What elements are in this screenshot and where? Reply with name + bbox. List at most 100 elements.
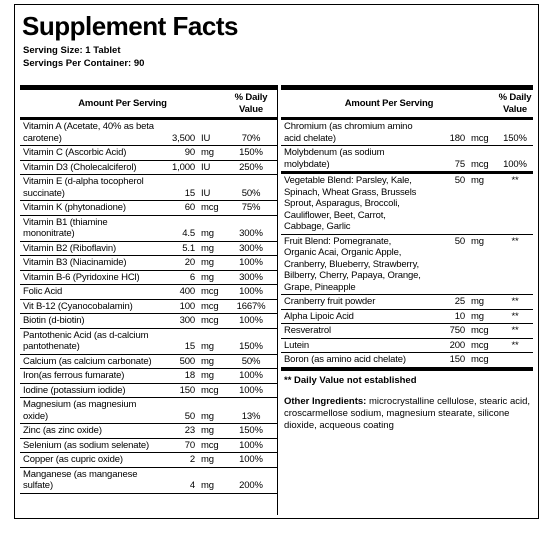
amount: 50 <box>161 397 195 424</box>
daily-value: 100% <box>225 284 277 300</box>
column-header: Amount Per Serving <box>20 85 225 120</box>
amount: 4 <box>161 467 195 494</box>
title: Supplement Facts <box>22 11 238 41</box>
unit: mg <box>465 234 497 295</box>
nutrient-name: Vitamin A (Acetate, 40% as beta carotene… <box>20 118 161 146</box>
daily-value: 100% <box>225 255 277 271</box>
nutrient-name: Vitamin C (Ascorbic Acid) <box>20 145 161 161</box>
unit: IU <box>195 118 225 146</box>
unit: mcg <box>465 352 497 368</box>
unit: mg <box>195 423 225 439</box>
amount: 70 <box>161 438 195 453</box>
unit: mg <box>195 215 225 242</box>
daily-value: 150% <box>497 118 533 146</box>
unit: mcg <box>195 313 225 329</box>
nutrient-row: Calcium (as calcium carbonate) 500 mg 50% <box>20 354 277 369</box>
nutrient-name: Vitamin B1 (thiamine mononitrate) <box>20 215 161 242</box>
amount: 90 <box>161 145 195 161</box>
nutrient-row: Resveratrol 750 mcg ** <box>281 323 533 339</box>
header-row: Amount Per Serving % Daily Value <box>281 85 533 120</box>
nutrient-row: Chromium (as chromium amino acid chelate… <box>281 118 533 146</box>
left-panel: Amount Per Serving % Daily Value Vitamin… <box>20 85 278 515</box>
nutrient-row: Zinc (as zinc oxide) 23 mg 150% <box>20 423 277 439</box>
nutrient-name: Pantothenic Acid (as d-calcium pantothen… <box>20 328 161 355</box>
unit: mcg <box>195 299 225 314</box>
other-label: Other Ingredients: <box>284 395 367 407</box>
amount: 1,000 <box>161 160 195 175</box>
daily-value: 150% <box>225 423 277 439</box>
unit: mg <box>195 368 225 384</box>
nutrient-row: Copper (as cupric oxide) 2 mg 100% <box>20 452 277 468</box>
daily-value <box>497 352 533 368</box>
unit: mg <box>195 255 225 271</box>
unit: mcg <box>465 118 497 146</box>
nutrient-row: Vitamin E (d-alpha tocopherol succinate)… <box>20 174 277 201</box>
serving-size: Serving Size: 1 Tablet <box>23 45 121 56</box>
daily-value: ** <box>497 171 533 235</box>
nutrient-name: Resveratrol <box>281 323 427 339</box>
unit: mcg <box>465 323 497 339</box>
unit: mg <box>195 467 225 494</box>
servings-per-container: Servings Per Container: 90 <box>23 58 145 69</box>
amount: 15 <box>161 174 195 201</box>
daily-value: 100% <box>225 368 277 384</box>
daily-value: ** <box>497 234 533 295</box>
daily-value: ** <box>497 309 533 324</box>
nutrient-row: Vitamin B2 (Riboflavin) 5.1 mg 300% <box>20 241 277 256</box>
daily-value: ** <box>497 323 533 339</box>
unit: mg <box>195 270 225 285</box>
amount: 18 <box>161 368 195 384</box>
other-ingredients: Other Ingredients: microcrystalline cell… <box>284 396 530 432</box>
daily-value: 50% <box>225 354 277 369</box>
amount: 180 <box>427 118 465 146</box>
nutrient-name: Magnesium (as magnesium oxide) <box>20 397 161 424</box>
amount: 15 <box>161 328 195 355</box>
right-panel: Amount Per Serving % Daily Value Chromiu… <box>281 85 533 436</box>
amount: 50 <box>427 171 465 235</box>
amount: 750 <box>427 323 465 339</box>
nutrient-name: Cranberry fruit powder <box>281 294 427 310</box>
unit: mg <box>195 397 225 424</box>
nutrient-name: Iodine (potassium iodide) <box>20 383 161 398</box>
nutrient-row: Vitamin B3 (Niacinamide) 20 mg 100% <box>20 255 277 271</box>
nutrient-name: Iron(as ferrous fumarate) <box>20 368 161 384</box>
rows: Vitamin A (Acetate, 40% as beta carotene… <box>20 118 277 494</box>
nutrient-row: Vitamin C (Ascorbic Acid) 90 mg 150% <box>20 145 277 161</box>
daily-value: 70% <box>225 118 277 146</box>
nutrient-row: Manganese (as manganese sulfate) 4 mg 200% <box>20 467 277 494</box>
amount: 300 <box>161 313 195 329</box>
unit: mg <box>195 452 225 468</box>
amount: 5.1 <box>161 241 195 256</box>
nutrient-name: Vitamin E (d-alpha tocopherol succinate) <box>20 174 161 201</box>
unit: mcg <box>195 383 225 398</box>
unit: mcg <box>465 338 497 353</box>
nutrient-name: Boron (as amino acid chelate) <box>281 352 427 368</box>
nutrient-name: Vegetable Blend: Parsley, Kale, Spinach,… <box>281 171 427 235</box>
column-header: % Daily Value <box>497 85 533 120</box>
daily-value: ** <box>497 294 533 310</box>
daily-value: 1667% <box>225 299 277 314</box>
nutrient-name: Vitamin B-6 (Pyridoxine HCl) <box>20 270 161 285</box>
nutrient-row: Pantothenic Acid (as d-calcium pantothen… <box>20 328 277 355</box>
amount: 25 <box>427 294 465 310</box>
unit: mg <box>465 309 497 324</box>
unit: mcg <box>195 438 225 453</box>
nutrient-name: Vitamin B2 (Riboflavin) <box>20 241 161 256</box>
nutrient-name: Folic Acid <box>20 284 161 300</box>
rows: Vegetable Blend: Parsley, Kale, Spinach,… <box>281 171 533 368</box>
nutrient-row: Vit B-12 (Cyanocobalamin) 100 mcg 1667% <box>20 299 277 314</box>
daily-value: ** <box>497 338 533 353</box>
unit: mg <box>195 241 225 256</box>
amount: 50 <box>427 234 465 295</box>
unit: mcg <box>465 145 497 173</box>
column-header: Amount Per Serving <box>281 85 497 120</box>
unit: mg <box>195 328 225 355</box>
daily-value: 75% <box>225 200 277 216</box>
nutrient-row: Vitamin K (phytonadione) 60 mcg 75% <box>20 200 277 216</box>
nutrient-name: Vit B-12 (Cyanocobalamin) <box>20 299 161 314</box>
amount: 150 <box>161 383 195 398</box>
amount: 10 <box>427 309 465 324</box>
nutrient-row: Vitamin B-6 (Pyridoxine HCl) 6 mg 300% <box>20 270 277 285</box>
amount: 100 <box>161 299 195 314</box>
